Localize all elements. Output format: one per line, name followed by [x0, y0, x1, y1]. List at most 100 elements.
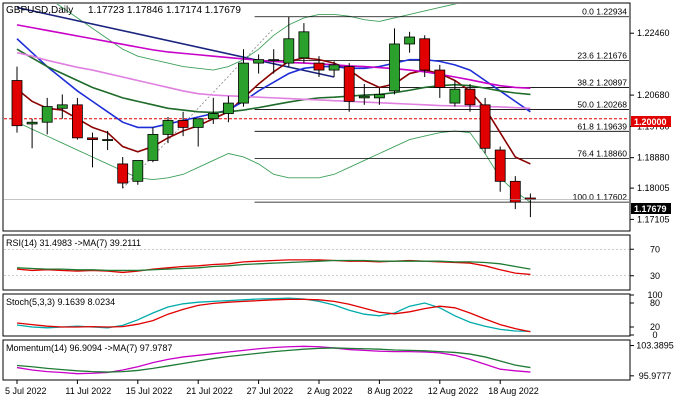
candle-5	[87, 132, 98, 168]
candle-body	[41, 106, 53, 123]
candle-12	[192, 118, 204, 147]
candle-body	[147, 133, 159, 161]
candle-31	[479, 97, 491, 154]
x-tick-label-8: 18 Aug 2022	[488, 386, 539, 396]
x-tick-label-2: 15 Jul 2022	[126, 386, 173, 396]
candle-body	[479, 104, 491, 149]
y-tick-label-4: 1.18005	[637, 183, 670, 193]
chart-title: GBPUSD,Daily	[6, 5, 73, 16]
candle-4	[72, 97, 83, 140]
y-tick-label-0: 1.22460	[637, 28, 670, 38]
momentum-series-line-0	[16, 345, 531, 375]
candle-body	[298, 31, 310, 59]
candle-23	[358, 83, 370, 105]
rsi-series-line-0	[16, 259, 531, 276]
momentum-title: Momentum(14) 96.9094 ->MA(7) 97.9787	[6, 343, 172, 353]
candle-body	[358, 95, 370, 99]
candle-7	[117, 156, 129, 189]
candle-32	[494, 146, 506, 192]
candle-1	[26, 118, 38, 149]
x-tick-label-1: 11 Jul 2022	[65, 386, 111, 396]
bollinger-lower-line	[16, 121, 531, 203]
candle-body	[419, 38, 431, 71]
candle-28	[434, 64, 446, 98]
price-badge-bg	[631, 203, 671, 214]
candle-body	[207, 113, 219, 120]
moving-average-line-4	[16, 51, 531, 110]
candle-27	[419, 35, 431, 78]
candle-8	[132, 160, 144, 185]
candle-10	[162, 117, 174, 144]
fib-level-label-4: 61.8 1.19639	[577, 121, 627, 131]
stoch-tick-label-1: 80	[650, 298, 660, 308]
bollinger-upper-line	[56, 4, 457, 71]
candle-13	[207, 97, 219, 124]
candle-20	[313, 56, 325, 78]
x-tick-label-5: 2 Aug 2022	[307, 386, 353, 396]
candle-body	[389, 43, 400, 92]
price-badge: 1.17679	[634, 204, 667, 214]
rsi-tick-label-1: 30	[650, 271, 660, 281]
candle-body	[343, 66, 355, 102]
stoch-tick-label-3: 0	[652, 330, 657, 340]
candle-17	[268, 49, 280, 74]
candle-0	[11, 66, 23, 133]
candle-33	[509, 176, 521, 210]
candle-body	[102, 139, 113, 142]
x-tick-label-3: 21 Jul 2022	[186, 386, 233, 396]
ohlc-header: 1.17723 1.17846 1.17174 1.17679	[88, 5, 241, 16]
stoch-title: Stoch(5,3,3) 9.1639 8.0234	[6, 297, 115, 307]
candle-16	[253, 54, 265, 74]
momentum-tick-label-0: 103.3895	[636, 341, 674, 351]
descending-trendline	[16, 6, 335, 78]
candle-body	[253, 59, 265, 64]
x-tick-label-6: 8 Aug 2022	[367, 386, 413, 396]
candle-body	[26, 121, 38, 125]
candle-14	[222, 96, 234, 123]
candle-body	[494, 149, 506, 182]
candle-9	[147, 127, 159, 163]
fib-level-label-6: 100.0 1.17602	[573, 192, 628, 202]
momentum-series-line-1	[16, 347, 531, 373]
rsi-title: RSI(14) 31.4983 ->MA(7) 39.2111	[6, 238, 141, 248]
candle-body	[373, 94, 385, 99]
candle-body	[132, 160, 144, 182]
candle-body	[162, 120, 174, 135]
moving-average-line-1	[16, 38, 531, 129]
stoch-tick-label-0: 100	[647, 290, 662, 300]
candle-body	[283, 38, 295, 64]
round-level-badge-bg	[631, 116, 671, 127]
candle-22	[343, 63, 355, 112]
round-level-badge: 1.20000	[634, 117, 667, 127]
y-tick-label-5: 1.17105	[637, 214, 670, 224]
candle-body	[434, 69, 446, 88]
candle-3	[56, 94, 68, 119]
stoch-series-line-0	[16, 297, 531, 333]
y-tick-label-1: 1.20680	[637, 90, 670, 100]
candle-body	[268, 59, 280, 62]
fib-level-label-2: 38.2 1.20897	[577, 78, 627, 88]
candle-29	[449, 80, 461, 107]
candle-24	[373, 87, 385, 105]
stoch-tick-label-2: 20	[650, 322, 660, 332]
fib-level-label-0: 0.0 1.22934	[582, 7, 627, 17]
candle-body	[177, 120, 189, 128]
candle-19	[298, 23, 310, 64]
rsi-tick-label-0: 70	[650, 244, 660, 254]
ascending-dotted-trendline	[122, 28, 274, 189]
candle-body	[238, 62, 249, 104]
rsi-panel-frame	[2, 234, 631, 291]
fib-level-label-5: 76.4 1.18860	[577, 148, 627, 158]
candle-18	[283, 16, 295, 67]
main-chart-frame	[2, 2, 631, 232]
candle-body	[449, 88, 461, 104]
y-tick-label-3: 1.18880	[637, 153, 670, 163]
candle-body	[404, 36, 416, 45]
candle-body	[328, 64, 340, 71]
fib-level-label-1: 23.6 1.21676	[577, 50, 627, 60]
candle-6	[102, 130, 113, 151]
x-tick-label-7: 12 Aug 2022	[428, 386, 479, 396]
candle-body	[464, 88, 476, 106]
candle-body	[11, 80, 23, 127]
